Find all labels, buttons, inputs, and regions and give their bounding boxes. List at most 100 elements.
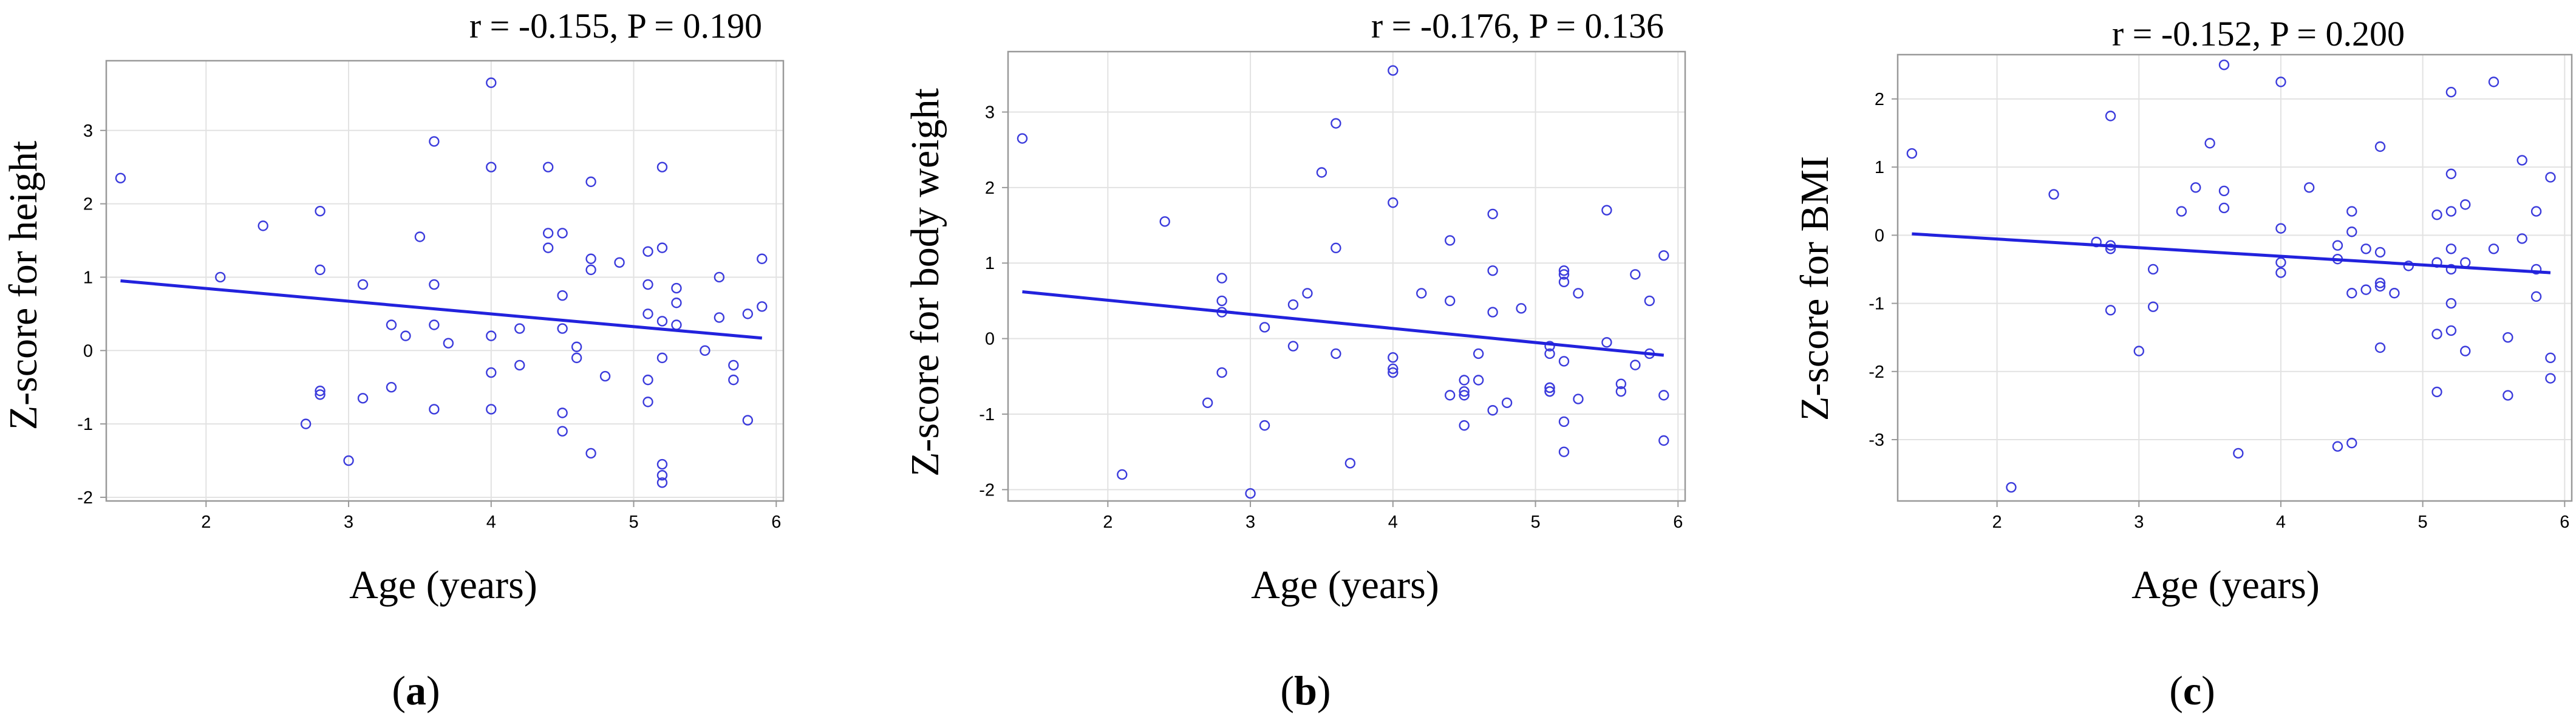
panel-b-data-point [1388,363,1399,375]
panel-c-data-point [2218,202,2230,214]
panel-b-data-point [1501,397,1513,409]
panel-b-data-point [1558,269,1570,280]
panel-b-data-point [1473,348,1484,359]
panel-a-height: r = -0.155, P = 0.190 Z-score for height… [1,6,785,713]
panel-c-xtick-label: 6 [2560,513,2569,532]
panel-c-data-point [2530,291,2542,302]
panel-b-xlabel: Age (years) [1251,563,1439,607]
panel-b-ytick-label: 3 [985,103,995,122]
panel-a-label: (a) [392,667,440,713]
panel-b-data-point [1644,295,1655,307]
panel-c-data-point [2516,233,2527,244]
panel-c-data-point [2360,284,2371,295]
panel-a-data-point [585,253,596,264]
panel-c-data-point [1906,148,1918,159]
panel-b-data-point [1573,288,1584,299]
panel-a-data-point [315,386,325,397]
panel-a-data-point [585,264,596,276]
panel-a-data-point [486,77,497,88]
panel-a-data-point [599,370,611,382]
panel-b-data-point [1558,265,1570,276]
panel-a-data-point [557,323,568,334]
panel-c-ytick-label: 1 [1875,158,1884,177]
panel-c-data-point [2275,257,2286,268]
panel-a-data-point [656,162,668,172]
panel-c-data-point [2332,441,2343,452]
panel-a-xtick-label: 3 [344,513,353,532]
panel-c-data-point [2346,288,2357,299]
panel-a-data-point [357,393,369,404]
panel-b-data-point [1544,386,1555,397]
panel-a-data-point [429,136,440,147]
panel-b-data-point [1287,299,1299,310]
panel-a-data-point [571,341,582,352]
panel-b-data-point [1459,420,1470,431]
panel-a-data-point [315,264,325,276]
panel-b-data-point [1473,375,1484,386]
panel-a-data-point [728,374,739,386]
panel-c-data-point [2545,373,2556,384]
panel-b-ytick-label: -2 [979,480,995,500]
panel-a-data-point [571,352,582,364]
panel-b-data-point [1302,288,1313,299]
panel-a-data-point [642,246,653,257]
panel-a-xtick-label: 4 [486,513,496,532]
panel-c-data-point [2332,240,2343,251]
panel-b-regression-line [1022,290,1665,357]
panel-a-data-point [656,477,668,488]
panel-b-data-point [1159,216,1170,227]
panel-b-data-point [1259,322,1270,333]
panel-a-data-point [728,359,739,371]
panel-c-data-point [2275,267,2286,278]
panel-c-data-point [2545,352,2556,364]
panel-a-data-point [614,257,625,268]
panel-c-data-point [2431,329,2442,339]
panel-a-data-point [514,323,525,334]
panel-a-data-point [714,271,725,283]
panel-b-data-point [1658,390,1669,401]
panel-a-data-point [557,228,568,239]
panel-b-data-point [1487,405,1498,416]
panel-c-data-point [2133,346,2144,356]
panel-a-data-point [557,290,568,301]
panel-b-data-point [1388,352,1399,363]
panel-c-data-point [2503,332,2513,343]
panel-b-data-point [1117,469,1128,480]
panel-a-xtick-label: 6 [771,513,781,532]
panel-a-letter: a [406,667,426,713]
panel-b-label: (b) [1280,667,1331,713]
panel-c-xtick-label: 4 [2276,513,2286,532]
panel-a-data-point [757,301,768,312]
panel-b-ytick-label: 0 [985,330,995,349]
panel-a-data-point [656,316,668,327]
panel-b-data-point [1615,386,1627,397]
panel-b-xtick-label: 2 [1103,513,1113,532]
panel-c-data-point [2374,278,2386,288]
panel-b-data-point [1202,397,1213,409]
panel-c-data-point [2346,437,2357,449]
panel-a-ytick-label: 0 [83,341,93,361]
panel-c-stat: r = -0.152, P = 0.200 [2112,14,2405,53]
panel-b-xtick-label: 6 [1673,513,1683,532]
panel-a-data-point [642,308,653,319]
panel-c-data-point [2374,281,2386,292]
panel-b-data-point [1558,356,1570,367]
panel-c-plot: 2 3 4 5 6 -3 -2 -1 0 1 2 [1869,53,2573,532]
panel-b-data-point [1601,205,1612,216]
panel-b-data-point [1573,393,1584,404]
panel-a-data-point [257,220,268,231]
panel-c-data-point [2445,206,2457,217]
panel-c-data-point [2105,305,2116,316]
panel-b-data-point [1444,295,1456,307]
panel-a-data-point [486,367,497,378]
panel-c-data-point [2503,390,2513,401]
panel-a-data-point [486,162,497,172]
panel-b-data-point [1459,375,1470,386]
panel-c-data-point [2275,77,2286,87]
panel-c-ylabel: Z-score for BMI [1793,156,1837,421]
panel-b-xtick-label: 4 [1388,513,1398,532]
panel-b-xtick-label: 3 [1245,513,1255,532]
panel-a-data-point [414,231,426,242]
panel-b-data-point [1416,288,1427,299]
panel-a-data-point [429,404,440,415]
